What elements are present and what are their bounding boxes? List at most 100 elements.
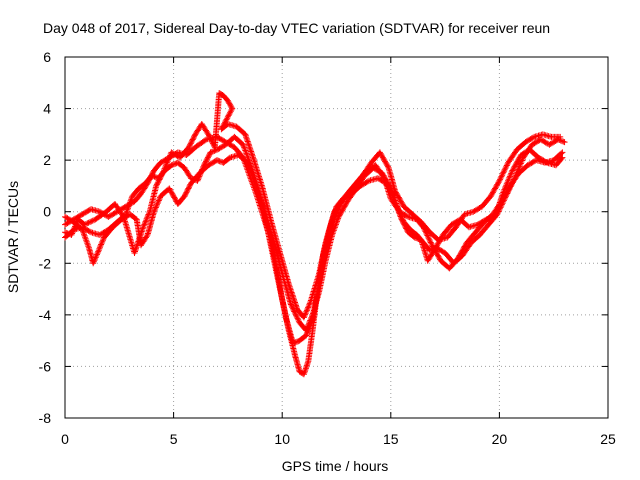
data-point-marker <box>384 162 391 169</box>
data-point-marker <box>386 186 393 193</box>
data-point-marker <box>204 154 211 161</box>
data-point-marker <box>516 154 523 161</box>
data-point-marker <box>185 185 192 192</box>
data-point-marker <box>302 311 309 318</box>
data-point-marker <box>206 152 213 158</box>
data-point-marker <box>504 179 511 186</box>
data-point-marker <box>305 321 312 328</box>
data-point-marker <box>506 174 513 181</box>
x-axis-label: GPS time / hours <box>282 458 389 474</box>
data-point-marker <box>502 165 509 172</box>
data-point-marker <box>427 238 434 245</box>
y-tick-label: 0 <box>43 204 51 220</box>
data-point-marker <box>508 180 515 187</box>
data-point-marker <box>142 220 148 226</box>
data-point-marker <box>424 232 431 239</box>
data-point-marker <box>377 150 384 157</box>
data-point-marker <box>489 189 496 196</box>
y-tick-label: -4 <box>39 307 52 323</box>
data-point-marker <box>389 192 396 198</box>
y-axis-label: SDTVAR / TECUs <box>5 181 21 293</box>
data-point-marker <box>384 182 391 189</box>
data-point-marker <box>87 219 93 225</box>
data-point-marker <box>558 155 565 162</box>
data-point-marker <box>85 219 92 226</box>
data-point-marker <box>154 201 160 208</box>
data-point-marker <box>155 198 162 205</box>
data-point-marker <box>336 212 343 219</box>
data-point-marker <box>492 184 499 191</box>
data-point-marker <box>95 248 102 255</box>
data-point-marker <box>98 240 105 247</box>
data-point-marker <box>158 172 165 179</box>
data-point-marker <box>119 212 126 219</box>
x-tick-label: 10 <box>274 431 290 447</box>
data-point-marker <box>99 238 106 245</box>
data-point-marker <box>400 220 407 227</box>
data-point-marker <box>157 173 164 180</box>
data-point-marker <box>403 213 410 220</box>
data-point-marker <box>295 316 302 323</box>
data-point-marker <box>97 242 104 249</box>
data-point-marker <box>159 171 166 178</box>
data-point-marker <box>307 316 314 323</box>
data-point-marker <box>542 159 549 165</box>
axis-ticks: 0 5 10 15 20 25 -8 -6 -4 -2 0 2 4 6 <box>39 49 616 447</box>
data-point-marker <box>94 251 100 258</box>
y-tick-label: 2 <box>43 152 51 168</box>
data-point-marker <box>70 226 77 233</box>
data-point-marker <box>145 211 152 218</box>
data-point-marker <box>244 153 251 160</box>
data-point-marker <box>342 202 349 209</box>
data-point-marker <box>86 228 93 235</box>
data-point-marker <box>69 230 76 237</box>
data-point-marker <box>529 134 536 141</box>
data-point-marker <box>306 300 313 307</box>
data-point-marker <box>305 303 312 310</box>
data-point-marker <box>153 182 160 189</box>
data-point-marker <box>425 233 432 240</box>
data-point-marker <box>155 177 162 184</box>
data-point-marker <box>426 236 433 243</box>
data-point-marker <box>335 213 342 220</box>
data-point-marker <box>250 175 257 182</box>
data-point-marker <box>71 224 78 231</box>
data-point-marker <box>500 169 507 176</box>
data-point-marker <box>437 235 444 242</box>
data-point-marker <box>559 149 566 156</box>
data-point-marker <box>384 163 391 170</box>
data-point-marker <box>302 310 309 317</box>
data-point-marker <box>182 190 189 197</box>
data-point-marker <box>514 167 521 174</box>
data-point-marker <box>502 185 508 192</box>
data-point-marker <box>384 181 391 188</box>
y-tick-label: -6 <box>39 358 52 374</box>
data-point-marker <box>84 220 91 227</box>
data-point-marker <box>154 200 161 207</box>
data-point-marker <box>182 192 189 198</box>
data-point-marker <box>304 323 311 330</box>
data-point-marker <box>186 143 193 149</box>
data-point-marker <box>166 185 173 192</box>
series-track-c <box>62 136 568 334</box>
data-point-marker <box>502 193 509 200</box>
data-point-marker <box>184 188 191 195</box>
data-point-marker <box>438 234 445 241</box>
data-point-marker <box>146 210 153 217</box>
data-point-marker <box>307 317 314 324</box>
data-point-marker <box>403 225 410 232</box>
data-point-marker <box>207 135 214 142</box>
data-point-marker <box>98 241 105 248</box>
data-point-marker <box>508 168 515 175</box>
data-point-marker <box>387 188 394 195</box>
data-point-marker <box>309 313 315 320</box>
data-point-marker <box>423 231 430 238</box>
data-point-marker <box>155 197 162 204</box>
data-point-marker <box>81 221 88 228</box>
data-point-marker <box>422 228 429 235</box>
data-point-marker <box>561 139 568 146</box>
data-point-marker <box>423 229 430 236</box>
data-point-marker <box>496 177 503 184</box>
data-point-marker <box>89 217 96 224</box>
